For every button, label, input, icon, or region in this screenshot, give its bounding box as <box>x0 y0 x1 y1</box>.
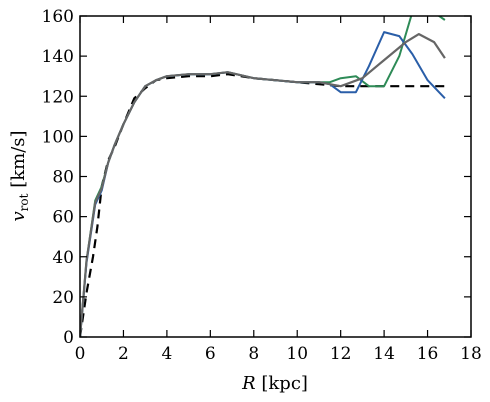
x-tick-label-18: 18 <box>460 344 482 364</box>
y-axis-unit: [km/s] <box>8 130 29 193</box>
x-tick-label-12: 12 <box>330 344 352 364</box>
y-tick-label-160: 160 <box>42 7 74 27</box>
x-axis-unit: [kpc] <box>256 373 308 394</box>
plot-background <box>80 16 471 337</box>
x-axis-title: R [kpc] <box>241 373 308 394</box>
series-line-4 <box>80 32 446 337</box>
y-tick-label-100: 100 <box>42 127 74 147</box>
x-tick-label-0: 0 <box>75 344 86 364</box>
x-axis-symbol: R <box>241 373 256 394</box>
y-tick-label-20: 20 <box>52 288 74 308</box>
x-tick-label-6: 6 <box>205 344 216 364</box>
y-tick-label-120: 120 <box>42 87 74 107</box>
y-tick-label-60: 60 <box>52 208 74 228</box>
tick-layer: 0 2 4 6 8 10 12 14 16 18 0 20 40 60 80 100 120 140 160 <box>42 7 482 364</box>
y-axis-subscript: rot <box>17 193 31 211</box>
y-tick-label-40: 40 <box>52 248 74 268</box>
x-tick-label-14: 14 <box>373 344 395 364</box>
x-tick-label-4: 4 <box>161 344 172 364</box>
y-tick-label-0: 0 <box>63 328 74 348</box>
y-axis-title: vrot [km/s] <box>8 130 31 221</box>
x-tick-label-2: 2 <box>118 344 129 364</box>
y-tick-label-140: 140 <box>42 47 74 67</box>
x-tick-label-10: 10 <box>286 344 308 364</box>
y-axis-symbol: v <box>8 211 29 221</box>
series-layer <box>80 16 446 337</box>
y-tick-label-80: 80 <box>52 168 74 188</box>
x-tick-label-16: 16 <box>417 344 439 364</box>
x-tick-label-8: 8 <box>248 344 259 364</box>
